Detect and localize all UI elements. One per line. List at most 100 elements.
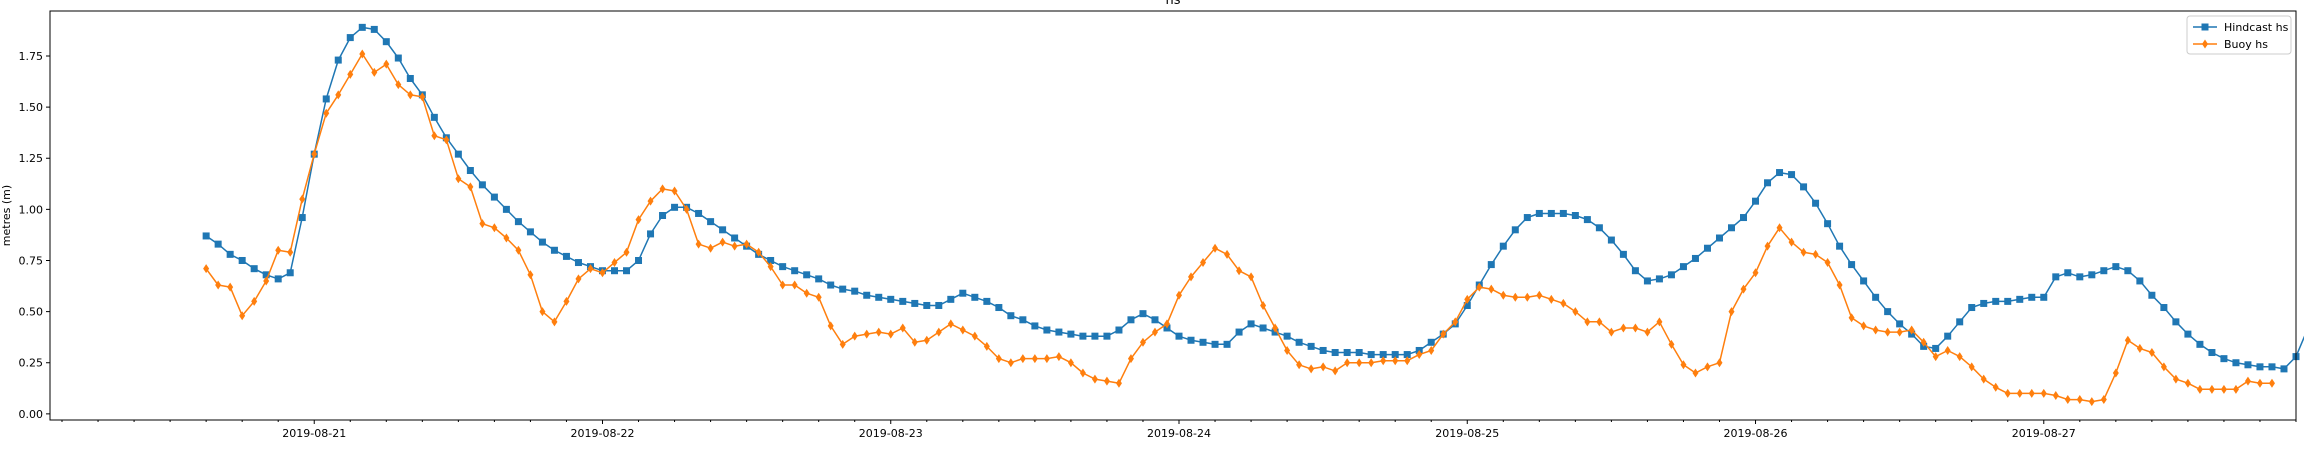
data-point-buoy-hs (1224, 249, 1231, 259)
data-point-buoy-hs (995, 354, 1002, 364)
data-point-hindcast-hs (1427, 338, 1435, 346)
data-point-hindcast-hs (2100, 267, 2108, 275)
data-point-buoy-hs (1956, 352, 1963, 362)
data-point-hindcast-hs (430, 113, 438, 121)
data-point-buoy-hs (1320, 362, 1327, 372)
data-point-buoy-hs (1944, 345, 1951, 355)
data-point-hindcast-hs (2064, 269, 2072, 277)
data-point-buoy-hs (2016, 388, 2023, 398)
data-point-hindcast-hs (2004, 297, 2012, 305)
data-point-buoy-hs (359, 49, 366, 59)
data-point-hindcast-hs (1283, 332, 1291, 340)
data-point-hindcast-hs (454, 150, 462, 158)
data-point-hindcast-hs (1139, 310, 1147, 318)
data-point-buoy-hs (491, 223, 498, 233)
data-point-buoy-hs (527, 270, 534, 280)
data-point-buoy-hs (1031, 354, 1038, 364)
data-point-hindcast-hs (382, 38, 390, 46)
data-point-buoy-hs (1236, 266, 1243, 276)
data-point-buoy-hs (1584, 317, 1591, 327)
data-point-buoy-hs (791, 280, 798, 290)
data-point-buoy-hs (911, 337, 918, 347)
data-point-buoy-hs (1644, 327, 1651, 337)
data-point-buoy-hs (2052, 390, 2059, 400)
y-tick-label: 1.75 (19, 50, 44, 63)
data-point-buoy-hs (587, 264, 594, 274)
data-point-hindcast-hs (815, 275, 823, 283)
data-point-hindcast-hs (1968, 304, 1976, 312)
data-point-hindcast-hs (322, 95, 330, 103)
data-point-buoy-hs (1824, 258, 1831, 268)
data-point-hindcast-hs (562, 252, 570, 260)
data-point-buoy-hs (1716, 358, 1723, 368)
data-point-buoy-hs (1464, 294, 1471, 304)
data-point-hindcast-hs (1355, 349, 1363, 357)
data-point-buoy-hs (323, 108, 330, 118)
data-point-hindcast-hs (1559, 209, 1567, 217)
data-point-buoy-hs (1043, 354, 1050, 364)
data-point-hindcast-hs (1103, 332, 1111, 340)
data-point-hindcast-hs (262, 271, 270, 279)
data-point-hindcast-hs (839, 285, 847, 293)
data-point-hindcast-hs (214, 240, 222, 248)
data-point-buoy-hs (2184, 378, 2191, 388)
data-point-hindcast-hs (611, 267, 619, 275)
data-point-buoy-hs (299, 194, 306, 204)
data-point-hindcast-hs (358, 23, 366, 31)
data-point-hindcast-hs (1403, 351, 1411, 359)
data-point-buoy-hs (731, 241, 738, 251)
data-point-buoy-hs (1968, 362, 1975, 372)
legend-marker-hindcast-hs (2201, 23, 2209, 31)
data-point-hindcast-hs (1547, 209, 1555, 217)
data-point-buoy-hs (815, 292, 822, 302)
data-point-buoy-hs (347, 69, 354, 79)
data-point-buoy-hs (1764, 241, 1771, 251)
data-point-buoy-hs (2148, 348, 2155, 358)
data-point-hindcast-hs (971, 293, 979, 301)
data-point-hindcast-hs (767, 256, 775, 264)
data-point-hindcast-hs (2028, 293, 2036, 301)
data-point-hindcast-hs (1776, 169, 1784, 177)
data-point-buoy-hs (575, 274, 582, 284)
data-point-buoy-hs (1416, 350, 1423, 360)
data-point-hindcast-hs (1091, 332, 1099, 340)
data-point-hindcast-hs (1727, 224, 1735, 232)
data-point-buoy-hs (1500, 290, 1507, 300)
data-point-hindcast-hs (1812, 199, 1820, 207)
data-point-hindcast-hs (502, 205, 510, 213)
data-point-hindcast-hs (1691, 254, 1699, 262)
data-point-hindcast-hs (1067, 330, 1075, 338)
data-point-hindcast-hs (490, 193, 498, 201)
legend-label-hindcast-hs: Hindcast hs (2224, 21, 2289, 34)
data-point-buoy-hs (1272, 323, 1279, 333)
data-point-hindcast-hs (1956, 318, 1964, 326)
data-point-hindcast-hs (2232, 359, 2240, 367)
data-point-hindcast-hs (1367, 351, 1375, 359)
data-point-hindcast-hs (574, 259, 582, 267)
data-point-hindcast-hs (659, 212, 667, 219)
data-point-buoy-hs (1860, 321, 1867, 331)
data-point-buoy-hs (1800, 247, 1807, 257)
data-point-hindcast-hs (911, 299, 919, 307)
data-point-hindcast-hs (1740, 214, 1748, 222)
data-point-buoy-hs (2232, 384, 2239, 394)
data-point-buoy-hs (2064, 395, 2071, 405)
data-point-hindcast-hs (238, 256, 246, 264)
data-point-hindcast-hs (647, 230, 655, 238)
data-point-buoy-hs (1596, 317, 1603, 327)
data-point-buoy-hs (671, 186, 678, 196)
data-point-buoy-hs (1188, 272, 1195, 282)
data-point-hindcast-hs (947, 295, 955, 303)
data-point-buoy-hs (623, 247, 630, 257)
data-point-buoy-hs (959, 325, 966, 335)
data-point-hindcast-hs (731, 234, 739, 242)
data-point-buoy-hs (263, 276, 270, 286)
data-point-buoy-hs (1308, 364, 1315, 374)
data-point-buoy-hs (1452, 317, 1459, 327)
data-point-hindcast-hs (1463, 301, 1471, 309)
data-point-hindcast-hs (1199, 338, 1207, 346)
data-point-buoy-hs (2028, 388, 2035, 398)
data-point-hindcast-hs (1055, 328, 1063, 336)
data-point-hindcast-hs (779, 263, 787, 271)
data-point-hindcast-hs (526, 228, 534, 236)
